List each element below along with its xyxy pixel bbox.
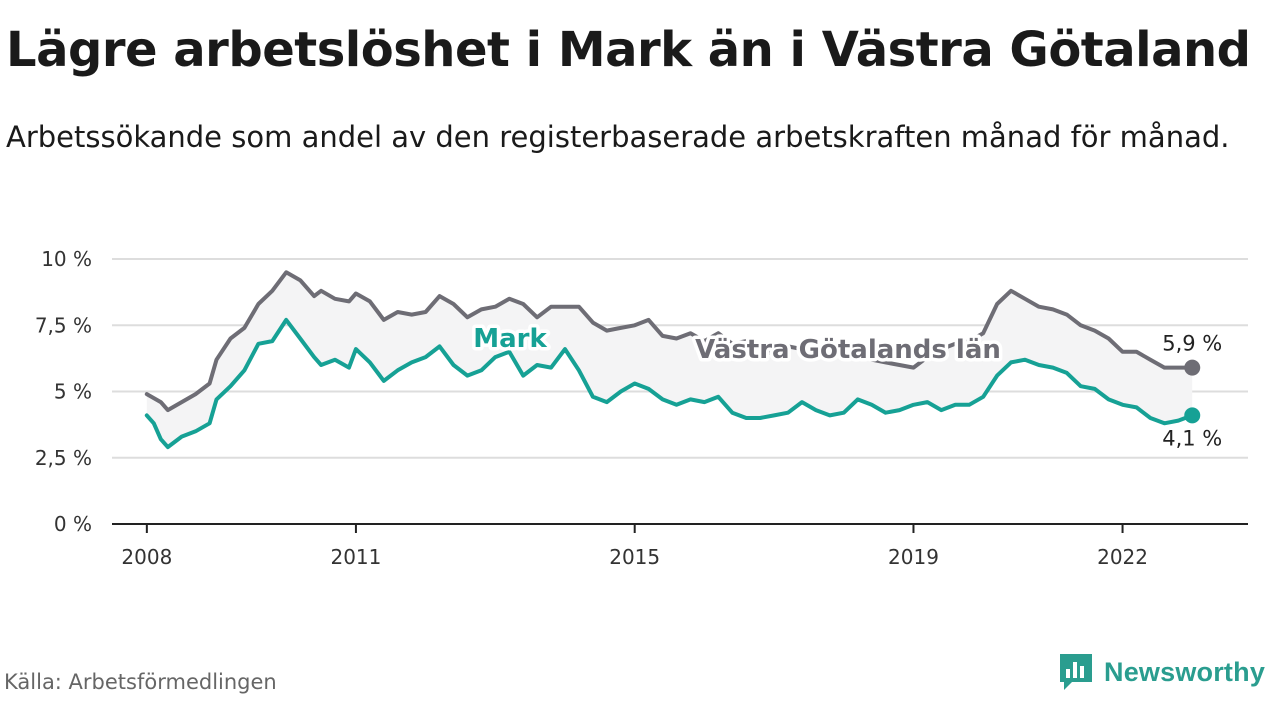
svg-text:5,9 %: 5,9 % — [1162, 332, 1222, 356]
chart-subtitle: Arbetssökande som andel av den registerb… — [6, 120, 1230, 154]
chart-title: Lägre arbetslöshet i Mark än i Västra Gö… — [6, 22, 1251, 78]
y-tick-label: 0 % — [54, 512, 92, 536]
end-point-mark — [1184, 407, 1201, 424]
source-note: Källa: Arbetsförmedlingen — [4, 670, 277, 694]
svg-text:5,9 %: 5,9 % — [1162, 332, 1222, 356]
x-tick-label: 2011 — [330, 545, 381, 569]
end-value-vastra-gotaland: 5,9 %5,9 % — [1159, 328, 1226, 359]
series-line-mark — [144, 317, 1195, 450]
x-tick-label: 2015 — [609, 545, 660, 569]
end-point-vastra-gotaland — [1184, 359, 1201, 376]
end-value-mark: 4,1 %4,1 % — [1159, 423, 1226, 454]
svg-text:4,1 %: 4,1 % — [1162, 426, 1222, 450]
x-tick-label: 2019 — [888, 545, 939, 569]
x-tick-label: 2022 — [1097, 545, 1148, 569]
y-tick-label: 5 % — [54, 380, 92, 404]
newsworthy-logo-icon — [1060, 654, 1092, 690]
series-line-vastra-gotaland — [144, 270, 1195, 413]
x-tick-label: 2008 — [121, 545, 172, 569]
y-tick-label: 7,5 % — [35, 313, 92, 337]
brand-logo: Newsworthy — [1058, 652, 1265, 692]
svg-text:4,1 %: 4,1 % — [1162, 426, 1222, 450]
svg-text:Västra Götalands län: Västra Götalands län — [695, 335, 1001, 365]
svg-text:Mark: Mark — [473, 324, 547, 354]
difference-band — [146, 272, 1193, 448]
svg-text:Mark: Mark — [473, 324, 547, 354]
data-points — [1184, 359, 1201, 424]
y-tick-label: 2,5 % — [35, 446, 92, 470]
svg-text:Västra Götalands län: Västra Götalands län — [695, 335, 1001, 365]
axes: 2008 2011 2015 2019 2022 — [112, 523, 1248, 569]
brand-name: Newsworthy — [1104, 656, 1266, 687]
y-tick-label: 10 % — [41, 247, 92, 271]
